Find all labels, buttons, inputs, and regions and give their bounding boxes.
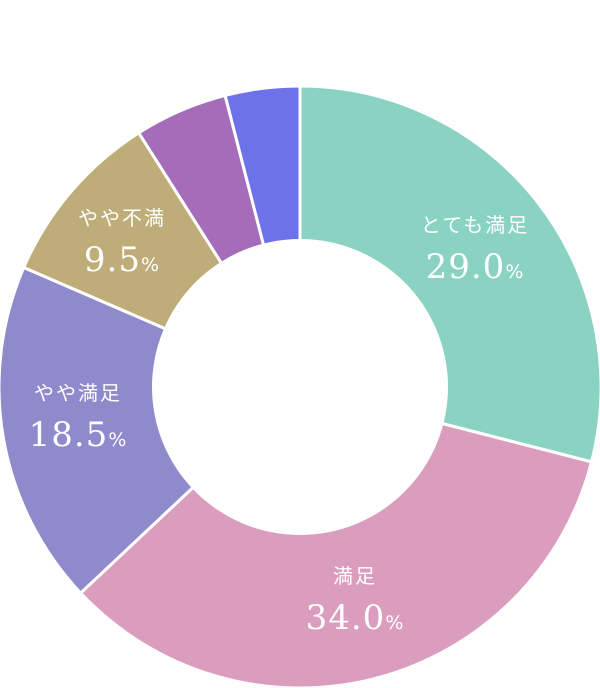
slice-value-2: 18.5% bbox=[29, 415, 128, 455]
slice-label-0: とても満足 bbox=[421, 213, 529, 237]
slice-unit-3: % bbox=[141, 254, 160, 276]
slice-label-3: やや不満 bbox=[78, 206, 166, 230]
donut-hole bbox=[152, 239, 448, 535]
slice-value-3: 9.5% bbox=[84, 240, 160, 280]
slice-value-0: 29.0% bbox=[426, 247, 525, 287]
slice-value-1: 34.0% bbox=[306, 598, 405, 638]
slice-label-2: やや満足 bbox=[34, 381, 122, 405]
labels-group: とても満足 29.0% 満足 34.0% やや満足 18.5% やや不満 9.5% bbox=[29, 206, 529, 638]
slice-unit-0: % bbox=[505, 261, 524, 283]
pie-slice-2 bbox=[0, 265, 302, 595]
slice-label-1: 満足 bbox=[333, 564, 377, 588]
pie-slice-1 bbox=[79, 385, 594, 688]
slice-unit-1: % bbox=[385, 612, 404, 634]
slice-unit-2: % bbox=[108, 429, 127, 451]
